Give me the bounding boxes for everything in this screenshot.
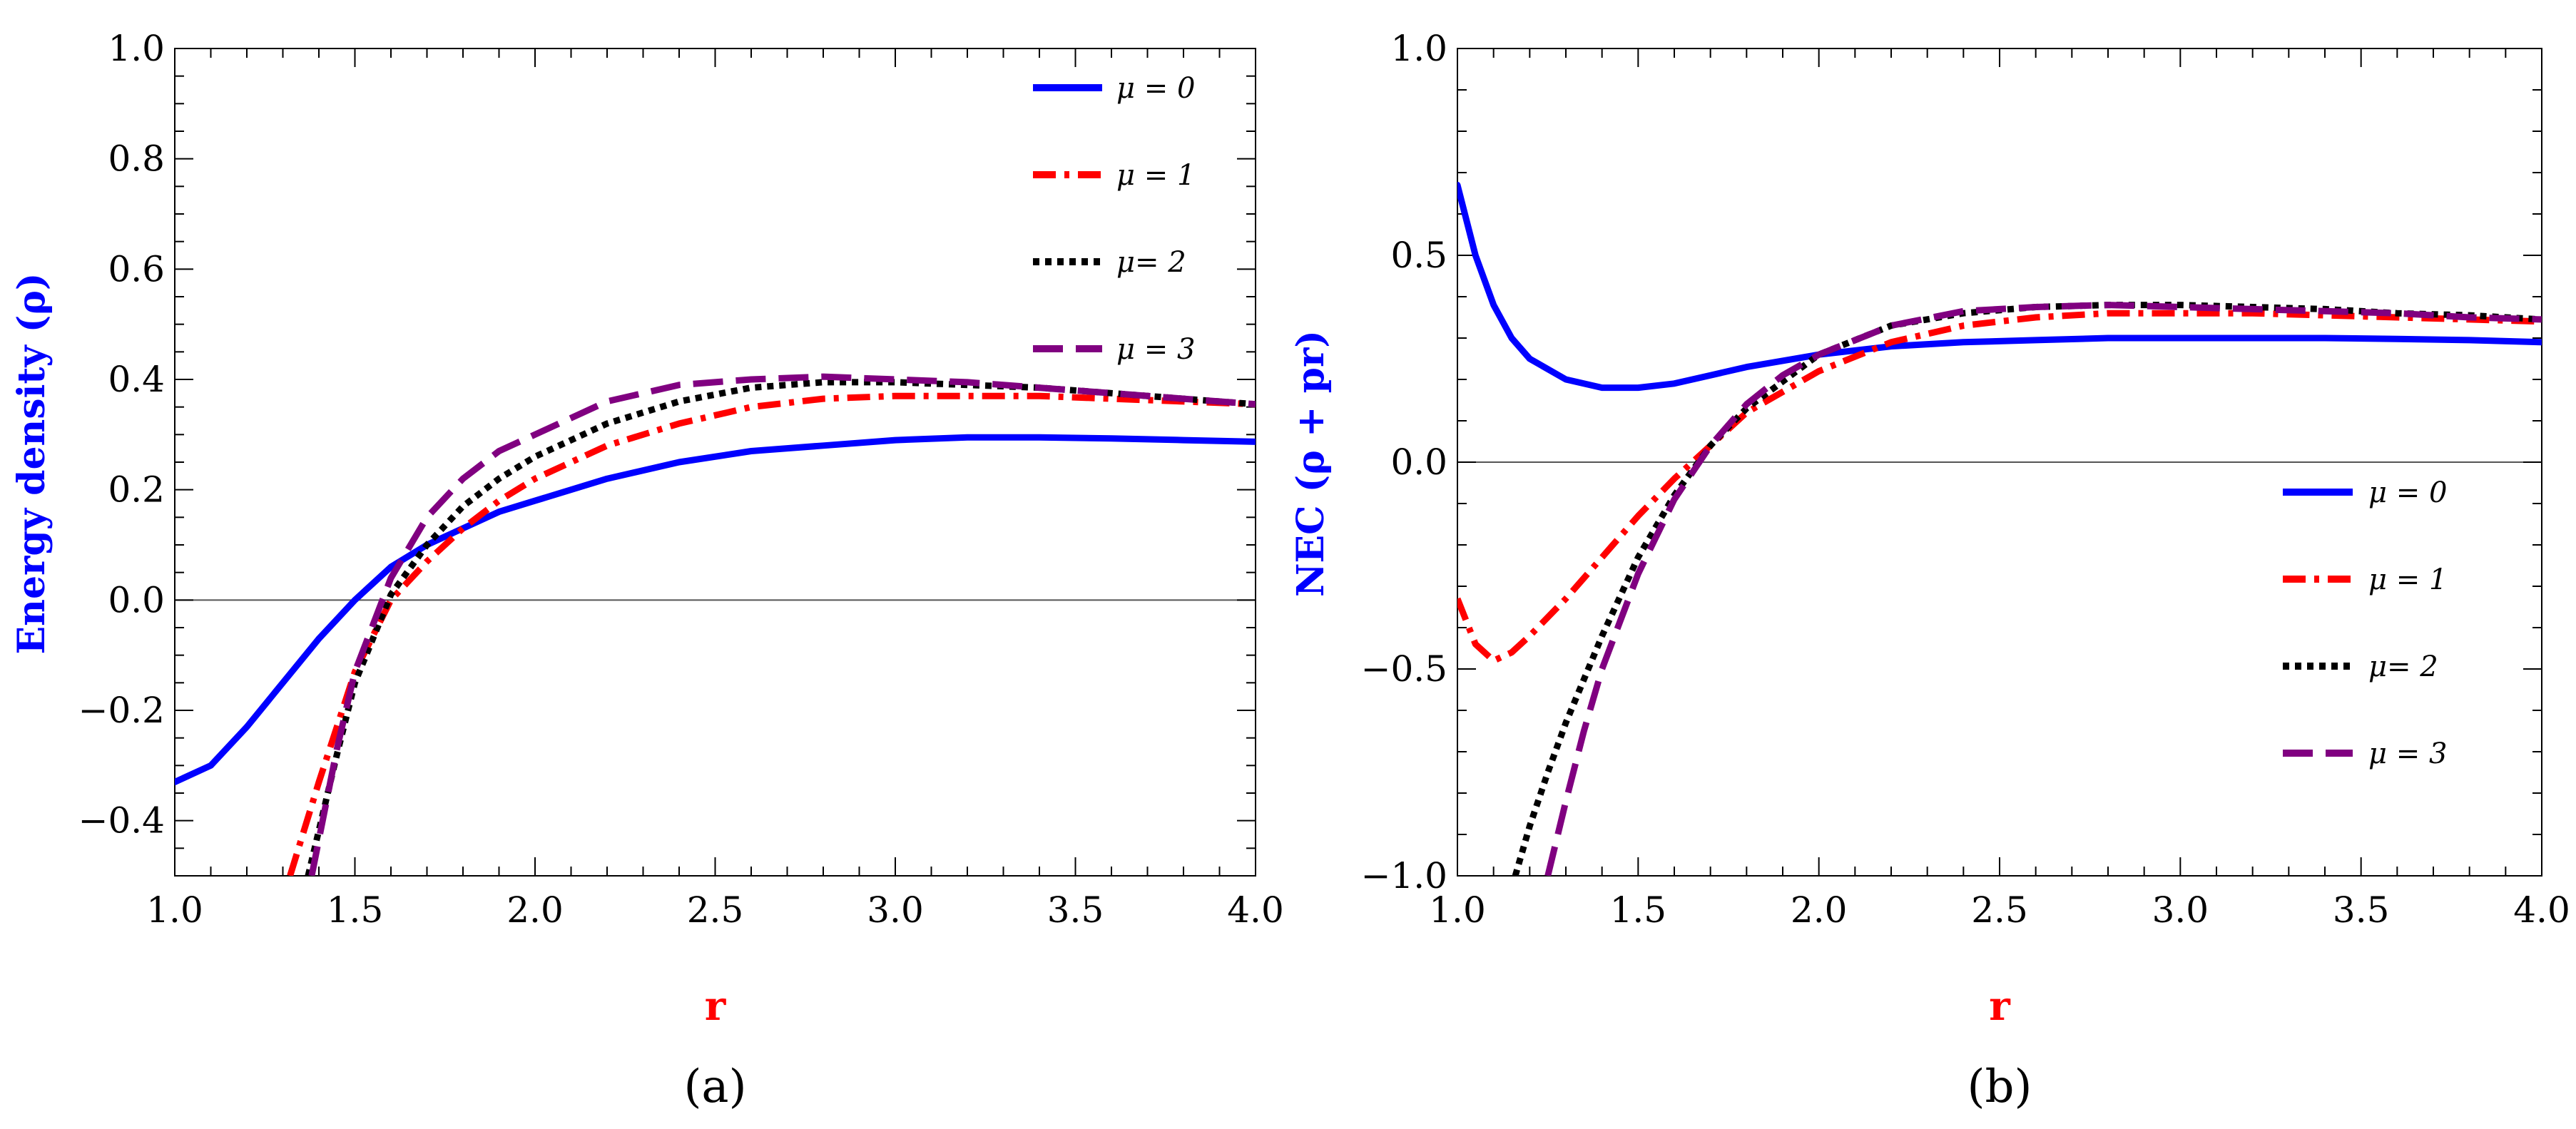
series-group bbox=[1457, 181, 2542, 876]
y-tick-label: 1.0 bbox=[1390, 28, 1447, 69]
series-group bbox=[175, 373, 1256, 876]
legend-label: μ = 3 bbox=[2368, 737, 2447, 770]
x-tick-label: 4.0 bbox=[2513, 889, 2570, 931]
legend: μ = 0 μ = 1 μ= 2 μ = 3 bbox=[1033, 72, 1195, 366]
y-tick-label: 0.8 bbox=[108, 138, 165, 180]
series-line-mu-1 bbox=[287, 392, 1256, 876]
panel-label: (a) bbox=[683, 1061, 746, 1113]
y-tick-label: 0.0 bbox=[108, 579, 165, 620]
y-tick-label: 1.0 bbox=[108, 28, 165, 69]
y-tick-label: 0.2 bbox=[108, 469, 165, 511]
series-line-mu-3 bbox=[308, 373, 1256, 876]
x-tick-label: 3.5 bbox=[1047, 889, 1104, 931]
x-tick-label: 2.0 bbox=[1791, 889, 1848, 931]
series-line-mu-0 bbox=[175, 434, 1256, 785]
x-tick-label: 2.5 bbox=[1971, 889, 2028, 931]
y-tick-label: −0.2 bbox=[78, 690, 165, 731]
y-axis-label: NEC (ρ + pr) bbox=[1289, 330, 1333, 597]
y-tick-label: 0.6 bbox=[108, 248, 165, 290]
x-tick-label: 2.0 bbox=[506, 889, 564, 931]
y-tick-label: 0.5 bbox=[1390, 235, 1447, 276]
y-tick-label: −0.4 bbox=[78, 800, 165, 842]
x-tick-label: 4.0 bbox=[1227, 889, 1284, 931]
legend-label: μ= 2 bbox=[1116, 246, 1186, 279]
legend-label: μ = 0 bbox=[2368, 476, 2447, 509]
x-tick-label: 3.5 bbox=[2333, 889, 2390, 931]
series-line-mu-0 bbox=[1457, 181, 2542, 392]
x-tick-label: 3.0 bbox=[2152, 889, 2209, 931]
series-line-mu-2 bbox=[305, 379, 1256, 876]
series-line-mu-1 bbox=[1457, 310, 2542, 664]
legend-label: μ= 2 bbox=[2368, 650, 2438, 683]
x-tick-label: 1.0 bbox=[1429, 889, 1486, 931]
legend-label: μ = 1 bbox=[1116, 159, 1195, 192]
x-tick-label: 1.5 bbox=[1610, 889, 1667, 931]
x-axis-label: r bbox=[705, 983, 727, 1030]
chart-panel-a: 1.0 1.5 2.0 2.5 3.0 3.5 4.0 −0.4 −0.2 0.0 0.2 0.4 0.… bbox=[10, 28, 1284, 1113]
legend-label: μ = 1 bbox=[2368, 563, 2447, 596]
y-tick-label: 0.4 bbox=[108, 359, 165, 400]
y-tick-label: −0.5 bbox=[1361, 648, 1447, 690]
legend-label: μ = 3 bbox=[1116, 333, 1195, 366]
y-tick-label: 0.0 bbox=[1390, 441, 1447, 483]
x-tick-label: 3.0 bbox=[867, 889, 924, 931]
legend: μ = 0 μ = 1 μ= 2 μ = 3 bbox=[2283, 476, 2447, 770]
legend-label: μ = 0 bbox=[1116, 72, 1195, 105]
y-axis-label: Energy density (ρ) bbox=[10, 272, 54, 654]
y-tick-label: −1.0 bbox=[1361, 855, 1447, 896]
x-tick-label: 1.5 bbox=[327, 889, 384, 931]
x-tick-label: 1.0 bbox=[146, 889, 203, 931]
x-tick-label: 2.5 bbox=[687, 889, 744, 931]
series-line-mu-3 bbox=[1544, 302, 2542, 876]
chart-panel-b: 1.0 1.5 2.0 2.5 3.0 3.5 4.0 −1.0 −0.5 0.0 0.5 1.0 μ … bbox=[1289, 28, 2570, 1113]
x-axis-label: r bbox=[1989, 983, 2011, 1030]
panel-label: (b) bbox=[1967, 1061, 2032, 1113]
